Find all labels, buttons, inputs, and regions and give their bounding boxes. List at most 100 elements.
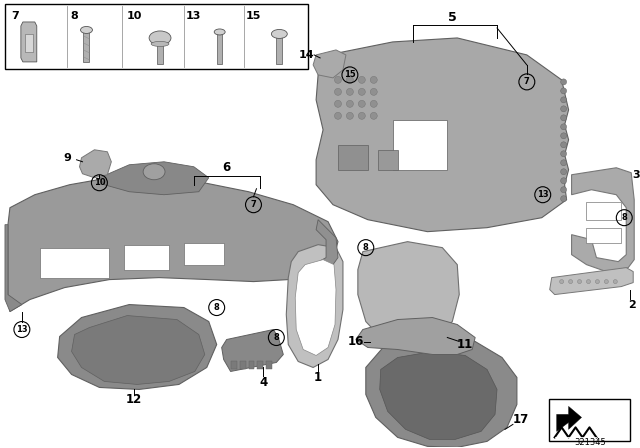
Circle shape: [335, 77, 342, 83]
Text: 321345: 321345: [575, 438, 606, 447]
Polygon shape: [313, 50, 346, 78]
Polygon shape: [366, 337, 517, 448]
Bar: [276, 36, 282, 64]
Polygon shape: [572, 168, 634, 271]
Circle shape: [561, 151, 566, 157]
Circle shape: [559, 280, 564, 284]
Text: 1: 1: [314, 371, 322, 384]
Bar: [266, 362, 273, 370]
Text: 8: 8: [273, 333, 279, 342]
Ellipse shape: [81, 26, 92, 34]
Text: 10: 10: [127, 11, 142, 21]
Polygon shape: [8, 178, 338, 311]
Text: 8: 8: [214, 303, 220, 312]
Text: 13: 13: [16, 325, 28, 334]
Circle shape: [561, 79, 566, 85]
Bar: [217, 34, 222, 64]
Bar: [5, 4, 308, 69]
Text: 6: 6: [223, 161, 231, 174]
Bar: [25, 34, 33, 52]
Circle shape: [371, 100, 377, 108]
Text: 14: 14: [298, 50, 314, 60]
Circle shape: [604, 280, 609, 284]
Text: 11: 11: [457, 338, 474, 351]
Circle shape: [358, 88, 365, 95]
Polygon shape: [358, 241, 460, 345]
Circle shape: [561, 160, 566, 166]
Text: 8: 8: [621, 213, 627, 222]
Circle shape: [346, 100, 353, 108]
Bar: [248, 362, 255, 370]
Text: 13: 13: [186, 11, 202, 21]
Circle shape: [561, 124, 566, 130]
Circle shape: [358, 100, 365, 108]
Polygon shape: [5, 225, 22, 311]
Text: 7: 7: [11, 11, 19, 21]
Circle shape: [335, 112, 342, 119]
Circle shape: [561, 115, 566, 121]
Bar: [230, 362, 237, 370]
Polygon shape: [316, 38, 568, 232]
Circle shape: [595, 280, 600, 284]
Circle shape: [346, 77, 353, 83]
Bar: [393, 120, 447, 170]
Bar: [586, 202, 621, 220]
Circle shape: [613, 280, 618, 284]
Circle shape: [586, 280, 591, 284]
Ellipse shape: [149, 31, 171, 45]
Circle shape: [561, 196, 566, 202]
Bar: [378, 150, 397, 170]
Text: 5: 5: [448, 12, 457, 25]
Circle shape: [358, 77, 365, 83]
Ellipse shape: [271, 30, 287, 39]
Bar: [124, 245, 169, 270]
Text: 10: 10: [93, 178, 105, 187]
Circle shape: [371, 112, 377, 119]
Bar: [338, 145, 368, 170]
Ellipse shape: [151, 41, 169, 47]
Polygon shape: [286, 245, 343, 367]
Polygon shape: [99, 162, 209, 195]
Bar: [40, 248, 109, 278]
Ellipse shape: [143, 164, 165, 180]
Circle shape: [371, 88, 377, 95]
Text: 8: 8: [70, 11, 79, 21]
Circle shape: [561, 142, 566, 148]
Bar: [586, 228, 621, 243]
Text: 8: 8: [363, 243, 369, 252]
Polygon shape: [79, 150, 111, 178]
Polygon shape: [356, 318, 475, 354]
Circle shape: [561, 106, 566, 112]
Circle shape: [346, 88, 353, 95]
Circle shape: [561, 187, 566, 193]
Circle shape: [577, 280, 582, 284]
Circle shape: [358, 112, 365, 119]
Polygon shape: [380, 352, 497, 439]
Text: 7: 7: [251, 200, 257, 209]
Text: 15: 15: [344, 70, 356, 79]
Polygon shape: [221, 330, 284, 371]
Circle shape: [561, 97, 566, 103]
Bar: [257, 362, 264, 370]
Circle shape: [561, 133, 566, 139]
Text: 9: 9: [63, 153, 72, 163]
Circle shape: [371, 77, 377, 83]
Circle shape: [561, 88, 566, 94]
Circle shape: [568, 280, 573, 284]
Bar: [83, 32, 90, 62]
Circle shape: [561, 169, 566, 175]
Text: 4: 4: [259, 376, 268, 389]
Bar: [157, 42, 163, 64]
Polygon shape: [550, 267, 633, 295]
Polygon shape: [58, 305, 217, 389]
Bar: [184, 243, 223, 265]
Bar: [239, 362, 246, 370]
Circle shape: [346, 112, 353, 119]
Polygon shape: [308, 220, 338, 278]
Ellipse shape: [214, 29, 225, 35]
Text: 2: 2: [628, 300, 636, 310]
Circle shape: [561, 178, 566, 184]
Text: 13: 13: [537, 190, 548, 199]
Polygon shape: [557, 406, 582, 431]
Polygon shape: [21, 22, 36, 62]
